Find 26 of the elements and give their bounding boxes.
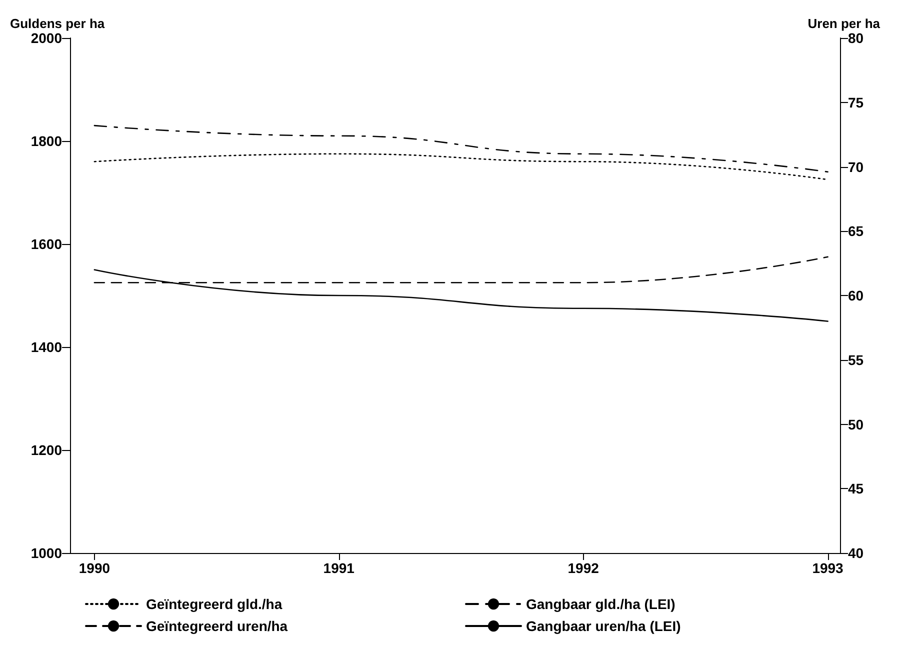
line-series <box>94 124 828 173</box>
y-tick-label: 1800 <box>30 133 62 149</box>
legend-label: Gangbaar gld./ha (LEI) <box>526 596 676 612</box>
y2-tick-label: 50 <box>848 416 864 432</box>
y2-tick-label: 70 <box>848 158 864 175</box>
y2-tick-label: 65 <box>848 223 864 240</box>
x-tick-label: 1991 <box>323 560 355 576</box>
y-tick-label: 1600 <box>30 236 62 252</box>
y2-tick-label: 60 <box>848 288 864 304</box>
x-tick-label: 1992 <box>568 560 600 576</box>
x-tick-label: 1993 <box>812 560 844 576</box>
y2-axis-title: Uren per ha <box>808 16 881 31</box>
legend-label: Geïntegreerd gld./ha <box>146 596 282 612</box>
legend-label: Geïntegreerd uren/ha <box>146 618 288 634</box>
y2-tick-label: 45 <box>848 480 864 497</box>
legend-label: Gangbaar uren/ha (LEI) <box>526 618 681 634</box>
y2-tick-label: 55 <box>848 352 864 368</box>
x-tick-label: 1990 <box>78 560 110 576</box>
y-tick-label: 2000 <box>30 30 62 46</box>
y-tick-label: 1000 <box>30 545 62 561</box>
y2-tick-label: 40 <box>848 545 864 561</box>
y2-tick-label: 80 <box>848 30 864 46</box>
y2-tick-label: 75 <box>848 94 864 110</box>
y-tick-label: 1200 <box>30 442 62 458</box>
y-tick-label: 1400 <box>30 339 62 355</box>
y-axis-title: Guldens per ha <box>10 16 106 31</box>
